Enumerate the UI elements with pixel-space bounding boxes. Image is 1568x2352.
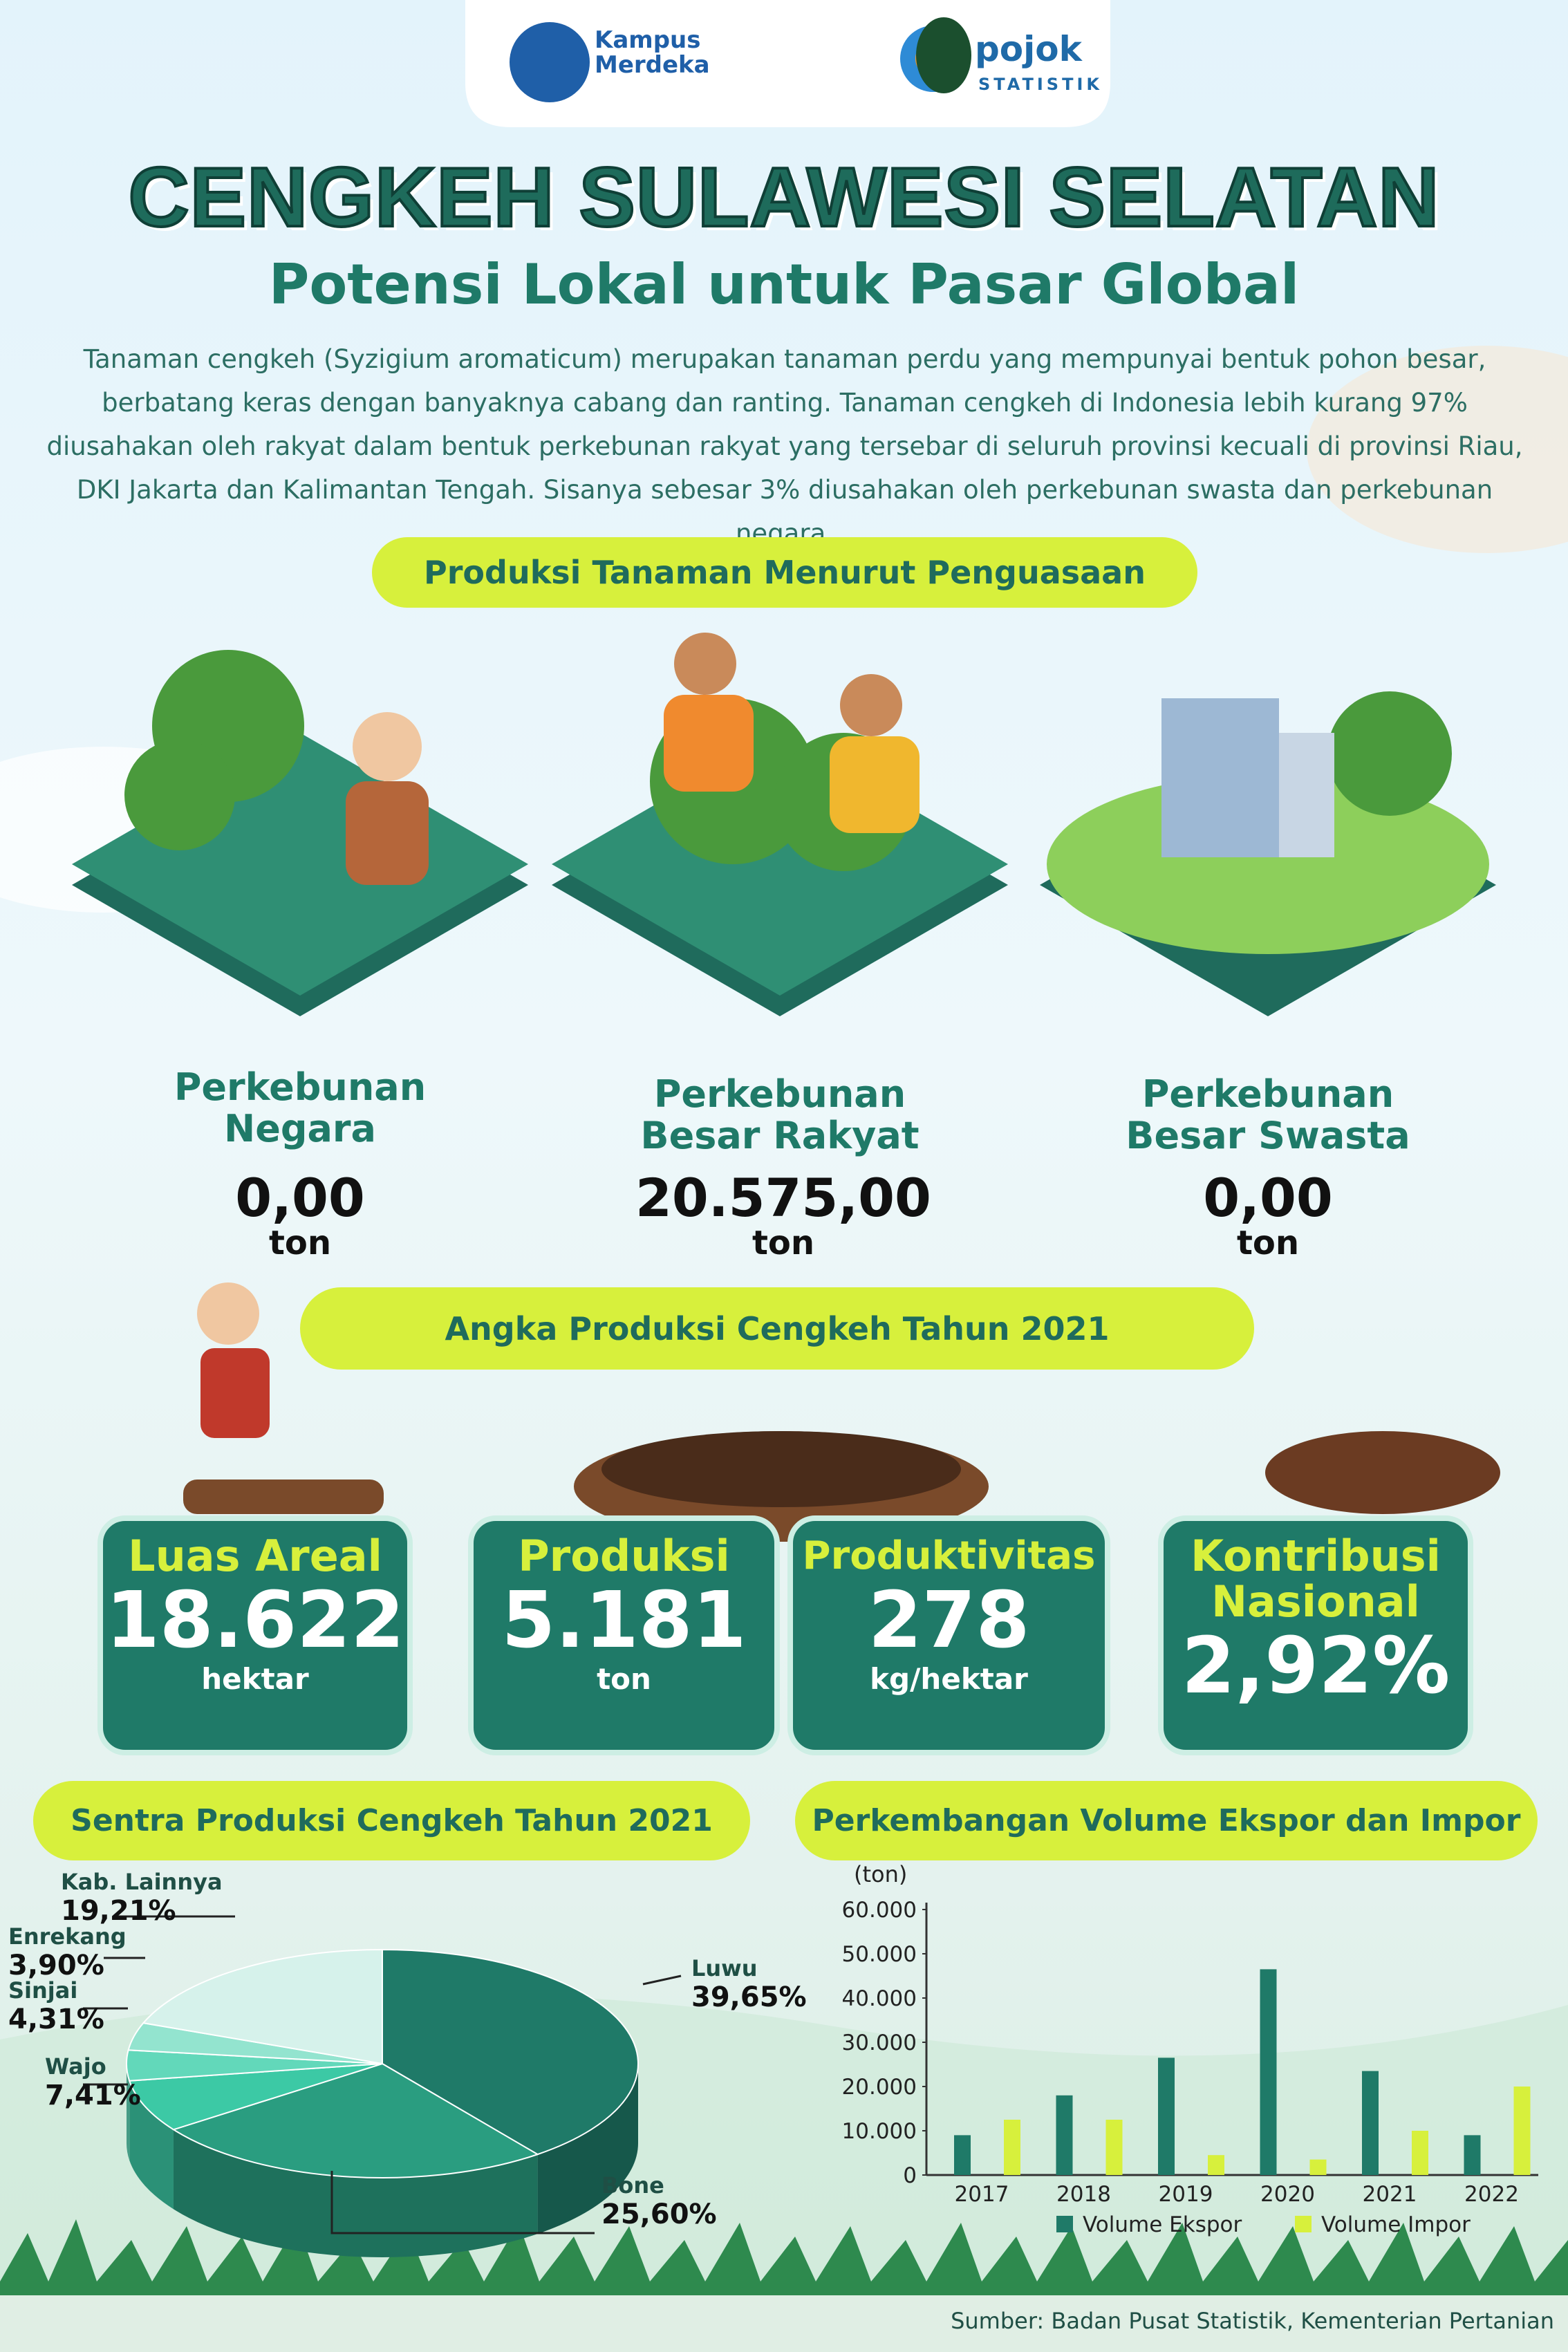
pie-value-label: 3,90% [8,1950,104,1981]
production-value: 0,00 [1203,1167,1333,1229]
stat-unit: kg/hektar [870,1662,1028,1696]
stat-card: Produktivitas 278 kg/hektar [787,1515,1110,1755]
pie-slice-side [127,2064,130,2160]
stat-label: Produksi [518,1531,730,1581]
stat-card: Luas Areal 18.622 hektar [97,1515,413,1755]
pie-value-label: 7,41% [45,2080,141,2111]
stat-value: 278 [868,1576,1030,1665]
production-value: 0,00 [235,1167,365,1229]
pie-label: Kab. Lainnya [61,1869,223,1895]
leader-line [642,1975,682,1986]
production-unit: ton [752,1224,815,1262]
bar [1362,2071,1379,2175]
section-heading: Produksi Tanaman Menurut Penguasaan [372,537,1197,608]
bar [1260,1969,1277,2175]
stat-unit: ton [597,1662,651,1696]
legend-swatch [1295,2216,1312,2232]
logo-text: pojok [975,29,1082,69]
bar [1412,2131,1428,2175]
pie-slice-side [173,2129,538,2258]
bar [1158,2057,1175,2175]
pie-label: Luwu [691,1955,758,1981]
pie-label: Enrekang [8,1923,127,1950]
bar [1309,2159,1327,2175]
bar [1464,2135,1481,2175]
stat-value: 2,92% [1181,1621,1450,1711]
pie-slice [382,1948,639,2156]
section-heading: Angka Produksi Cengkeh Tahun 2021 [300,1287,1254,1370]
source: Sumber: Badan Pusat Statistik, Kementeri… [951,2308,1554,2334]
subtitle: Potensi Lokal untuk Pasar Global [268,252,1300,317]
bar [954,2135,971,2175]
bar [1105,2120,1123,2175]
pie-slice [128,2063,383,2131]
intro: Tanaman cengkeh (Syzigium aromaticum) me… [46,344,1523,548]
bar [1513,2087,1531,2175]
stat-card: Produksi 5.181 ton [468,1515,780,1755]
legend-label: Volume Impor [1321,2212,1471,2237]
x-tick-label: 2017 [955,2182,1009,2207]
title: CENGKEH SULAWESI SELATAN [127,149,1440,245]
pie-value-label: 4,31% [8,2004,104,2035]
bar [1004,2120,1020,2175]
pie-slice-side [129,2080,174,2210]
pie-label: Bone [601,2172,664,2199]
chart-title: Sentra Produksi Cengkeh Tahun 2021 [33,1781,750,1860]
production-label: Perkebunan Besar Swasta [1126,1072,1410,1157]
production-label: Perkebunan Besar Rakyat [640,1072,920,1157]
x-tick-label: 2022 [1464,2182,1519,2207]
production-label: Perkebunan Negara [174,1065,427,1150]
pie-label: Sinjai [8,1977,77,2004]
x-tick-label: 2020 [1260,2182,1315,2207]
logo-text: Kampus Merdeka [595,26,710,79]
axis-label: (ton) [854,1861,907,1887]
bar [1208,2155,1224,2175]
stat-value: 18.622 [105,1576,405,1665]
y-tick-label: 40.000 [842,1986,917,2011]
pie-value-label: 19,21% [61,1895,176,1927]
y-tick-label: 30.000 [842,2031,917,2055]
x-tick-label: 2021 [1363,2182,1417,2207]
stat-label: Produktivitas [802,1533,1096,1578]
pie-slice [171,2062,539,2178]
pie-label: Wajo [45,2053,106,2080]
x-tick-label: 2019 [1159,2182,1213,2207]
pie-slice [142,1948,383,2065]
legend-swatch [1056,2216,1073,2232]
bar [1056,2095,1073,2175]
leader-line [330,2171,595,2234]
production-unit: ton [268,1224,332,1262]
y-tick-label: 60.000 [842,1898,917,1923]
stat-value: 5.181 [501,1576,747,1665]
pie-value-label: 25,60% [601,2199,717,2230]
y-tick-label: 50.000 [842,1942,917,1967]
pie-value-label: 39,65% [691,1981,807,2013]
chart-title: Perkembangan Volume Ekspor dan Impor [795,1781,1538,1860]
production-unit: ton [1236,1224,1300,1262]
production-value: 20.575,00 [635,1167,931,1229]
y-tick-label: 0 [903,2163,917,2188]
stat-label: Luas Areal [128,1531,382,1581]
x-tick-label: 2018 [1056,2182,1111,2207]
legend-label: Volume Ekspor [1083,2212,1242,2237]
stat-unit: hektar [201,1662,309,1696]
y-tick-label: 20.000 [842,2075,917,2100]
logo-text: STATISTIK [978,75,1103,94]
stat-card: Kontribusi Nasional 2,92% [1158,1515,1473,1755]
y-tick-label: 10.000 [842,2119,917,2144]
stat-label: Kontribusi Nasional [1191,1531,1441,1627]
pie-slice-side [537,2064,638,2234]
